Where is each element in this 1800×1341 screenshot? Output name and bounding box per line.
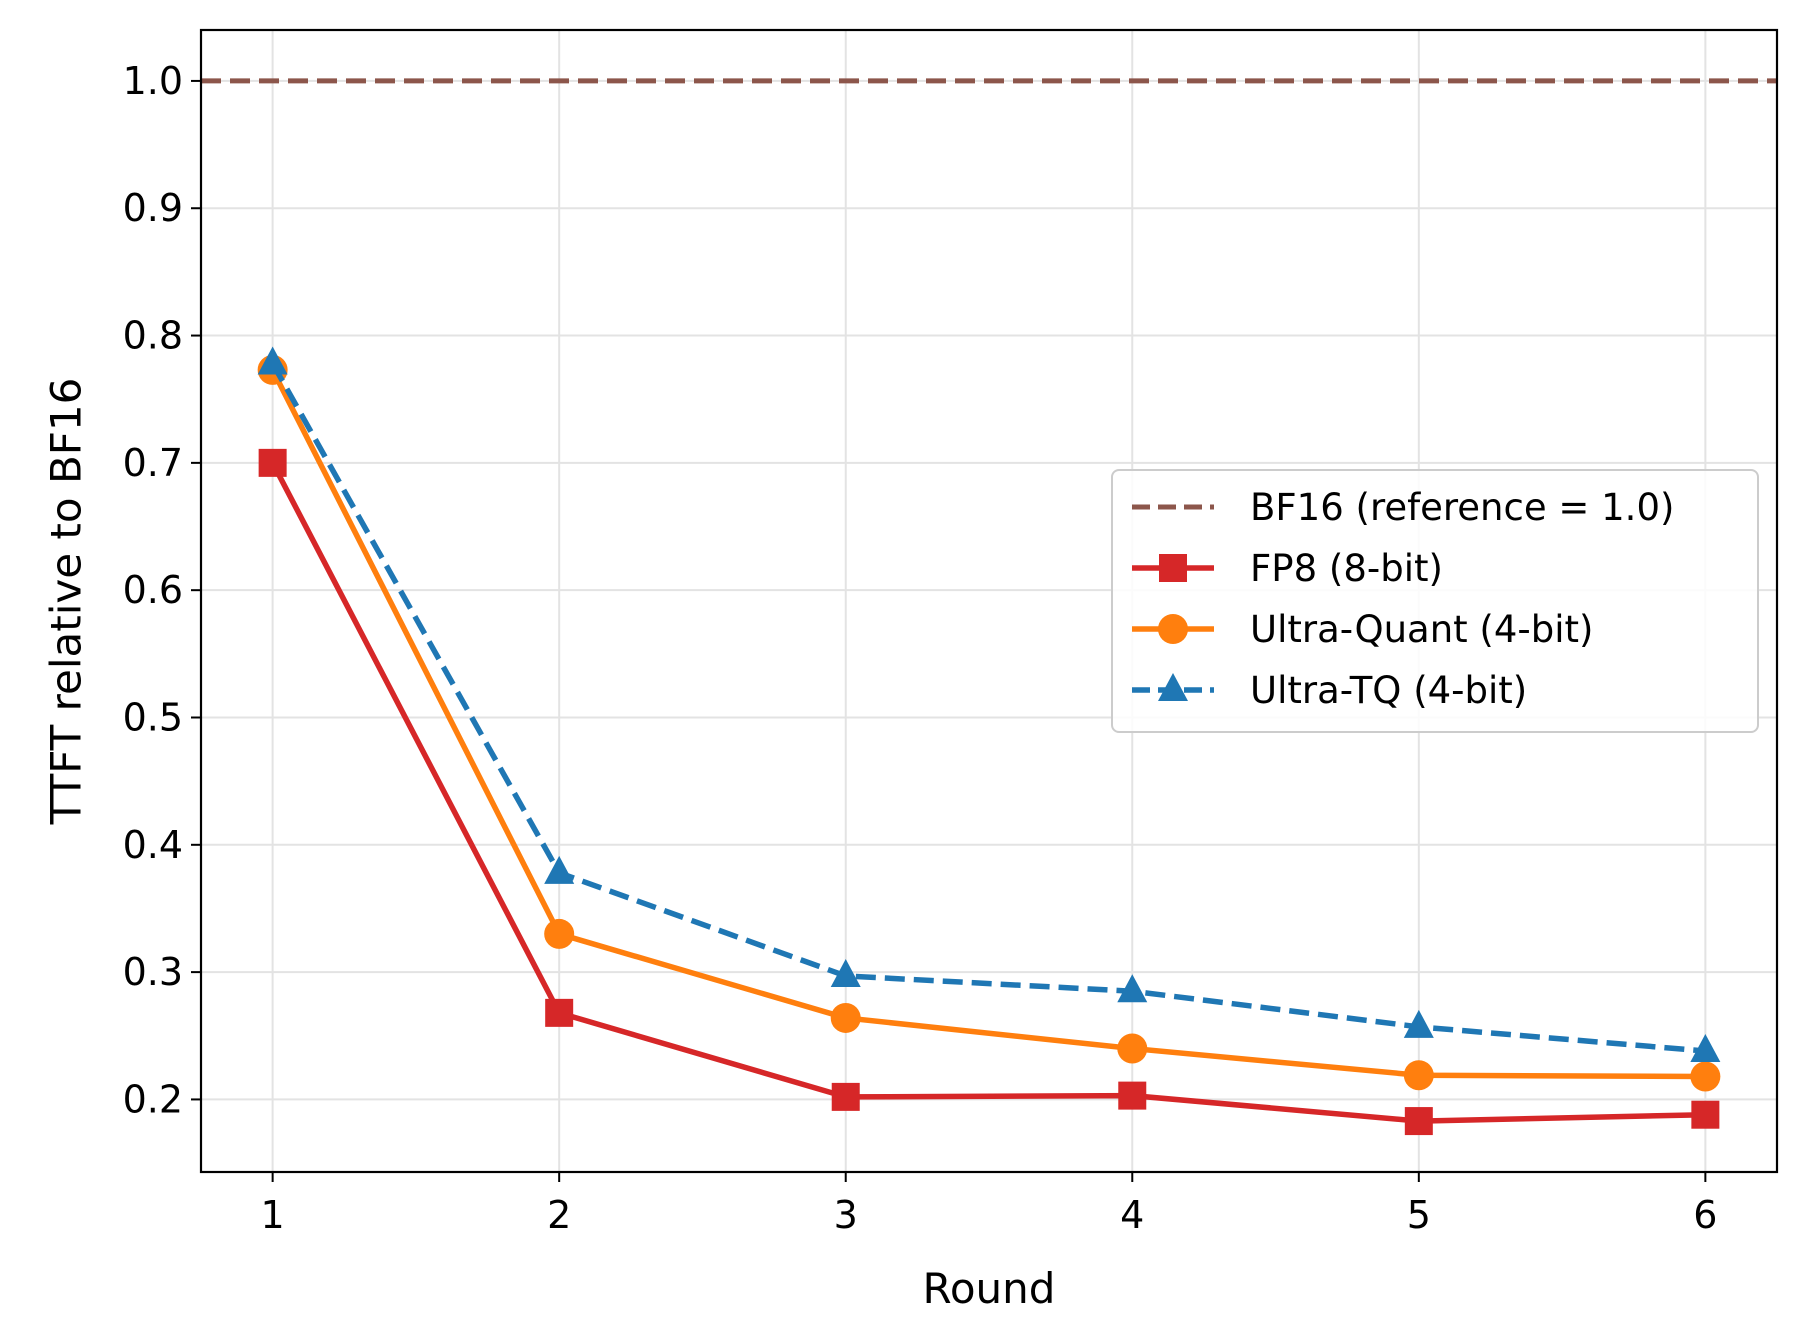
data-point xyxy=(257,346,288,375)
data-point xyxy=(544,855,575,884)
data-point xyxy=(831,1082,860,1111)
y-tick-label: 1.0 xyxy=(123,59,183,103)
legend-item: Ultra-TQ (4-bit) xyxy=(1132,669,1527,712)
y-tick-label: 0.5 xyxy=(123,695,183,739)
legend-box xyxy=(1111,469,1759,733)
series-2 xyxy=(257,346,1721,1063)
legend-entries: BF16 (reference = 1.0) FP8 (8-bit) Ultra-Q… xyxy=(1132,486,1674,712)
data-point xyxy=(544,918,575,949)
y-tick-label: 0.9 xyxy=(123,186,183,230)
data-point xyxy=(1403,1009,1434,1038)
data-point xyxy=(1690,1061,1721,1092)
data-point xyxy=(1404,1107,1433,1136)
legend-label: BF16 (reference = 1.0) xyxy=(1250,486,1674,529)
y-tick-label: 0.6 xyxy=(123,568,183,612)
series-line xyxy=(270,461,1706,1124)
x-tick-label: 4 xyxy=(1120,1193,1144,1237)
data-point xyxy=(830,958,861,987)
data-point xyxy=(1118,1081,1147,1110)
y-tick-label: 0.8 xyxy=(123,314,183,358)
y-tick-label: 0.2 xyxy=(123,1077,183,1121)
x-tick-label: 6 xyxy=(1693,1193,1717,1237)
axis-ticks: 1 2 3 4 5 6 0.2 0.3 0.4 0.5 0.6 0.7 0.8 0.9 1.0 xyxy=(123,59,1718,1237)
y-tick-label: 0.3 xyxy=(123,950,183,994)
x-axis-title: Round xyxy=(923,1264,1056,1313)
legend-item: BF16 (reference = 1.0) xyxy=(1132,486,1674,529)
legend-marker xyxy=(1158,673,1188,701)
series-layer xyxy=(257,346,1721,1136)
plot-frame xyxy=(199,28,1779,1174)
legend-marker xyxy=(1159,554,1187,582)
data-point xyxy=(830,1002,861,1033)
legend-item: FP8 (8-bit) xyxy=(1132,547,1443,590)
y-tick-label: 0.4 xyxy=(123,823,183,867)
legend-marker xyxy=(1158,614,1188,644)
data-point xyxy=(1403,1060,1434,1091)
x-tick-label: 5 xyxy=(1407,1193,1431,1237)
x-tick-label: 2 xyxy=(547,1193,571,1237)
data-point xyxy=(1117,1033,1148,1064)
y-axis-title: TTFT relative to BF16 xyxy=(42,378,91,826)
legend-item: Ultra-Quant (4-bit) xyxy=(1132,608,1593,651)
series-line xyxy=(270,368,1706,1080)
legend-label: FP8 (8-bit) xyxy=(1250,547,1443,590)
series-line xyxy=(270,362,1706,1054)
y-tick-label: 0.7 xyxy=(123,441,183,485)
x-tick-label: 3 xyxy=(834,1193,858,1237)
data-point xyxy=(545,998,574,1027)
legend-label: Ultra-TQ (4-bit) xyxy=(1250,669,1527,712)
data-point xyxy=(258,448,287,477)
x-tick-label: 1 xyxy=(261,1193,285,1237)
series-1 xyxy=(257,354,1721,1092)
data-point xyxy=(1117,974,1148,1003)
series-0 xyxy=(258,448,1720,1136)
legend: BF16 (reference = 1.0) FP8 (8-bit) Ultra-Q… xyxy=(1111,469,1759,733)
legend-label: Ultra-Quant (4-bit) xyxy=(1250,608,1593,651)
data-point xyxy=(1691,1100,1720,1129)
data-point xyxy=(1690,1034,1721,1063)
